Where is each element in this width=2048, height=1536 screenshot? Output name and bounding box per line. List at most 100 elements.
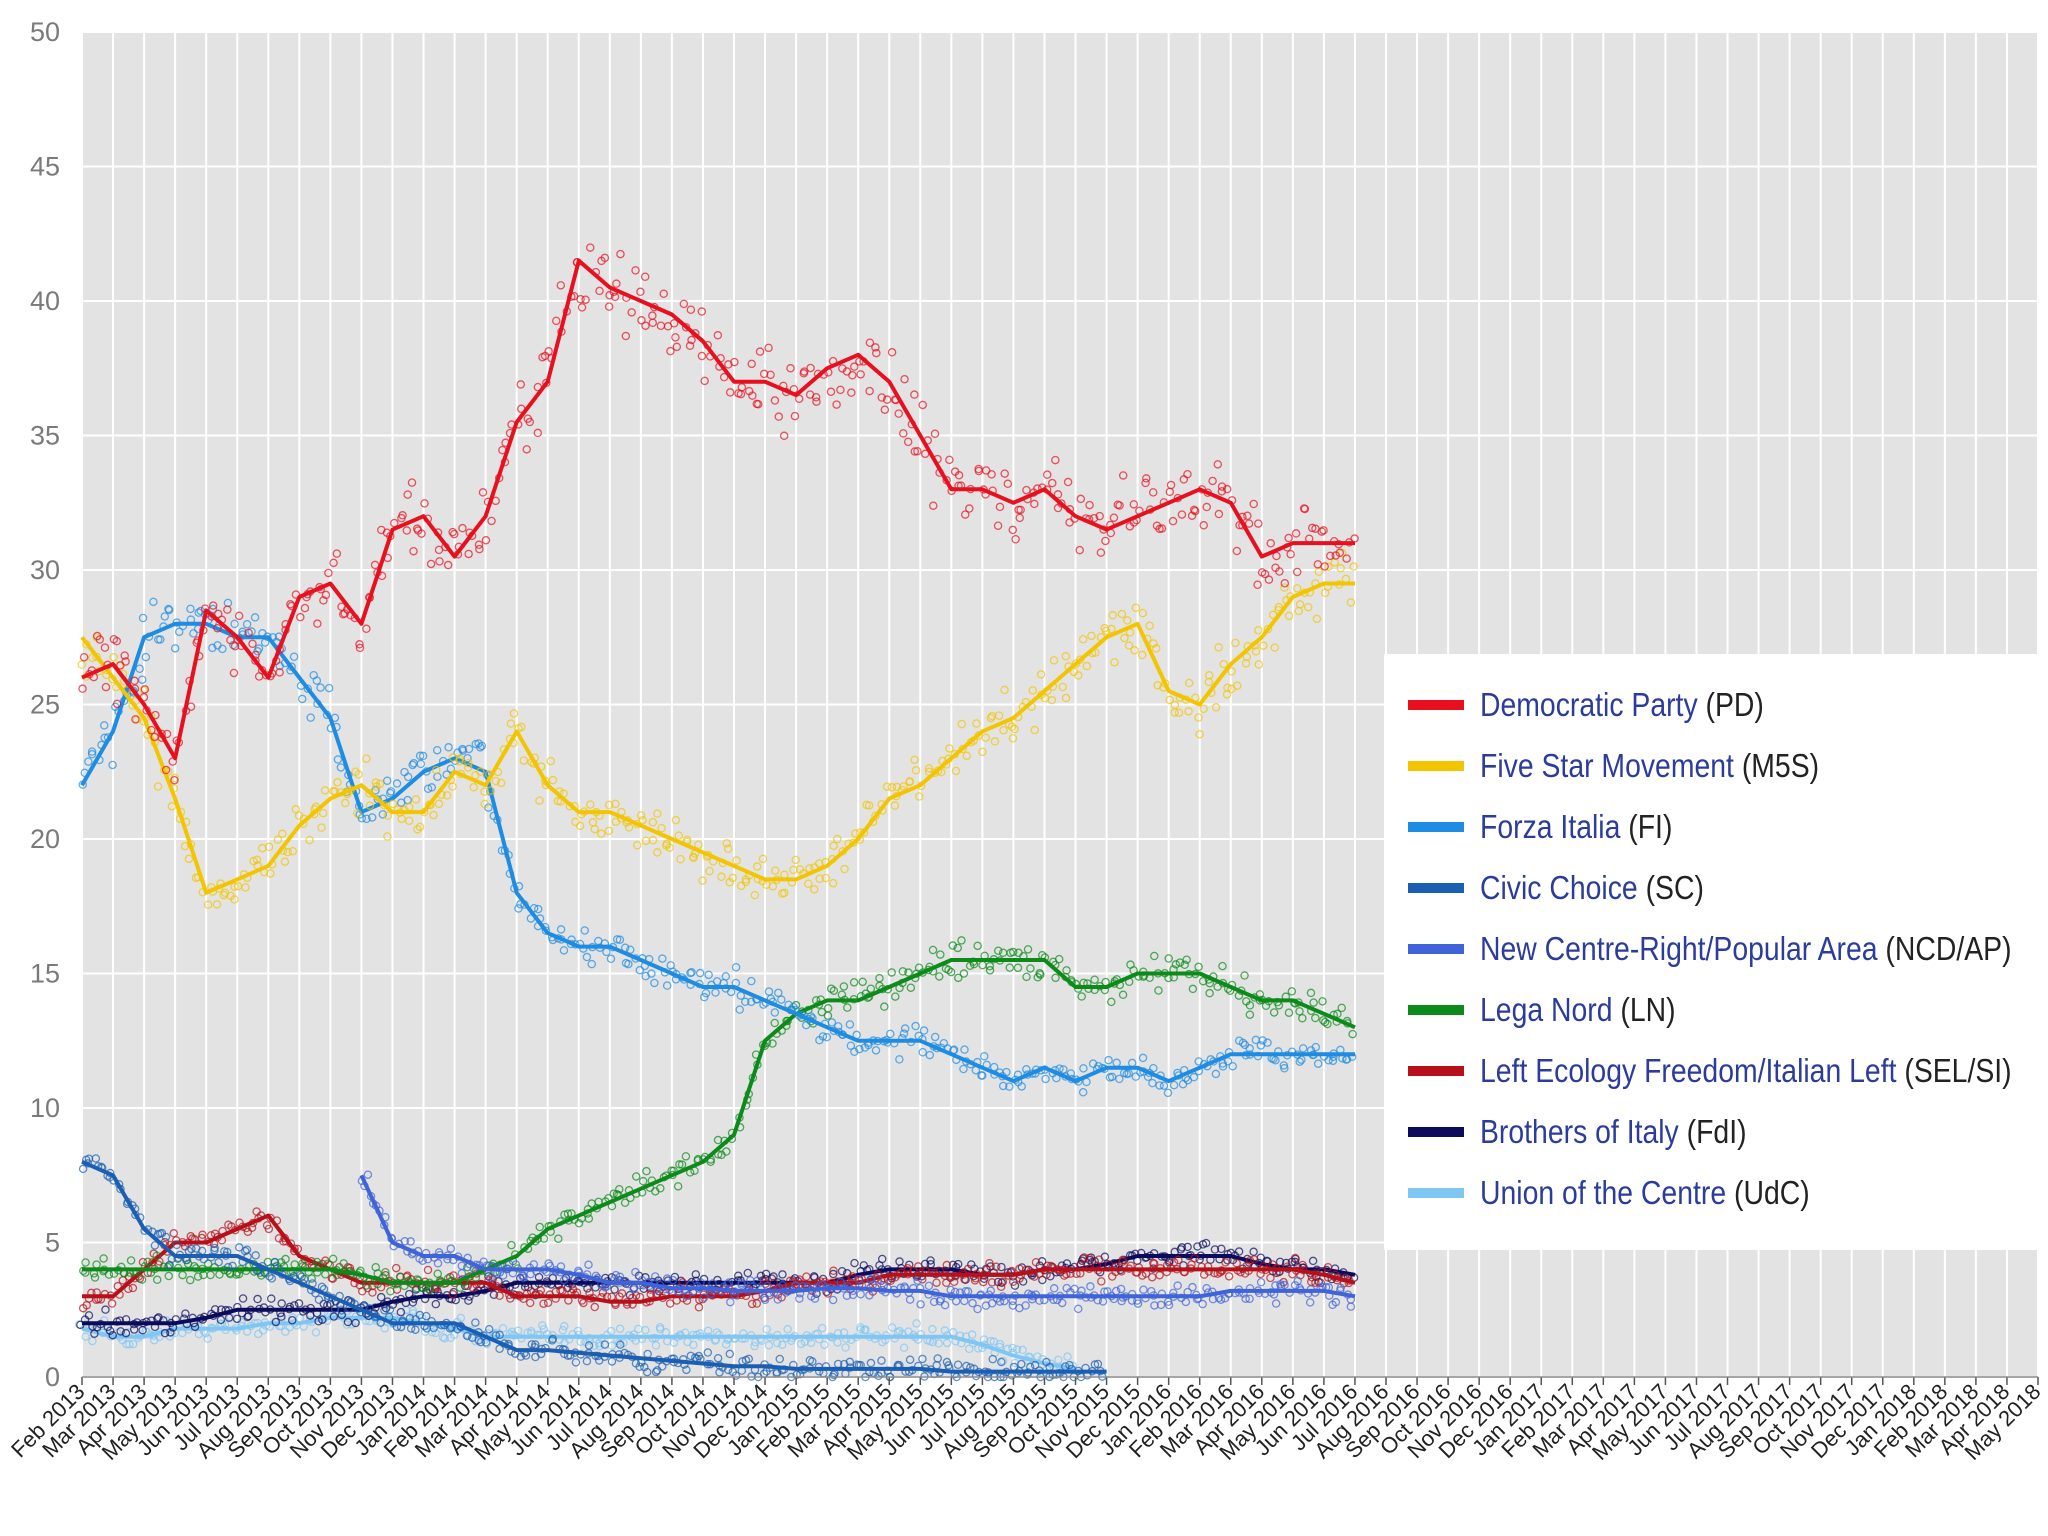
poll-point [250,613,260,622]
poll-point [543,1298,553,1307]
poll-point [806,1338,816,1348]
poll-point [1133,1299,1143,1308]
poll-point [1309,998,1318,1007]
poll-point [166,1328,175,1337]
poll-point [223,1262,233,1272]
poll-point [631,1172,641,1181]
poll-point [620,1198,630,1208]
poll-point [946,967,956,977]
poll-point [820,1340,829,1350]
poll-point [87,749,97,759]
poll-point [385,1305,395,1314]
poll-point [392,779,402,788]
legend-name: New Centre-Right/Popular Area [1480,929,1878,967]
poll-point [1180,960,1189,970]
poll-point [1118,1255,1127,1265]
poll-point [1036,970,1045,979]
poll-point [866,1358,876,1368]
poll-point [224,1313,234,1322]
poll-point [973,941,982,951]
legend-swatch [1408,882,1464,893]
poll-point [1037,1257,1047,1266]
poll-point [1240,971,1249,980]
legend-label: Civic Choice (SC) [1480,869,1704,907]
poll-point [731,1371,741,1380]
trend-line [81,1315,1076,1371]
poll-point [1205,988,1214,998]
legend-item: Democratic Party (PD) [1384,674,2048,735]
poll-point [631,1267,640,1277]
poll-point [1323,1019,1332,1029]
poll-point [125,1340,134,1349]
poll-point [477,741,487,751]
poll-point [418,751,428,761]
poll-point [973,1304,982,1314]
poll-point [768,1039,777,1048]
poll-point [1284,1008,1294,1017]
poll-point [519,1273,528,1282]
y-tick-label: 35 [30,421,60,451]
legend-abbr: (UdC) [1733,1173,1810,1211]
poll-point [726,1297,735,1307]
poll-point [724,1278,734,1287]
poll-point [823,1004,833,1013]
poll-point [946,1285,955,1295]
poll-point [916,1300,925,1309]
poll-point [170,644,180,653]
legend-swatch [1408,943,1464,954]
series-forza-italia [78,597,1357,1098]
poll-point [985,966,995,975]
poll-point [934,1339,943,1348]
poll-point [681,1152,691,1161]
poll-point [935,972,944,981]
poll-point [942,1260,952,1270]
poll-point [584,1260,593,1269]
poll-point [382,776,392,785]
poll-point [1320,1017,1330,1027]
poll-point [172,1240,182,1250]
poll-point [582,1356,592,1366]
legend-label: Left Ecology Freedom/Italian Left (SEL/S… [1480,1052,2012,1090]
poll-point [744,1354,754,1364]
poll-point [1085,1253,1094,1263]
poll-point [1308,1256,1318,1266]
poll-point [128,1283,138,1293]
poll-point [964,1344,974,1354]
poll-point [1188,1282,1197,1292]
poll-point [243,1312,252,1322]
poll-point [1182,955,1191,964]
poll-point [444,743,453,752]
poll-point [658,1362,667,1371]
poll-point [241,1246,250,1256]
poll-point [336,763,346,772]
poll-point [514,904,523,913]
legend-label: Lega Nord (LN) [1480,991,1676,1029]
poll-point [1290,1253,1300,1263]
poll-point [128,1339,138,1349]
poll-point [842,1291,852,1300]
legend-abbr: (SEL/SI) [1904,1051,2012,1089]
poll-point [1234,1247,1244,1256]
poll-point [614,1338,624,1348]
poll-point [877,1254,887,1264]
poll-point [906,983,916,992]
poll-point [538,1321,547,1330]
poll-point [416,759,426,769]
poll-point [150,1241,160,1250]
poll-point [324,683,334,693]
legend-name: Five Star Movement [1480,746,1734,784]
poll-point [743,1268,753,1278]
poll-point [458,746,468,755]
poll-point [656,1184,665,1193]
poll-point [1147,1272,1157,1282]
poll-point [84,757,93,766]
legend-abbr: (FI) [1628,807,1673,845]
series-new-centre-right-popular-area [357,1170,1356,1314]
legend-name: Brothers of Italy [1480,1112,1679,1150]
y-tick-label: 45 [30,152,60,182]
poll-point [456,1313,466,1323]
poll-point [408,760,417,770]
poll-point [932,1278,941,1287]
poll-point [829,986,839,995]
poll-point [193,1272,203,1281]
